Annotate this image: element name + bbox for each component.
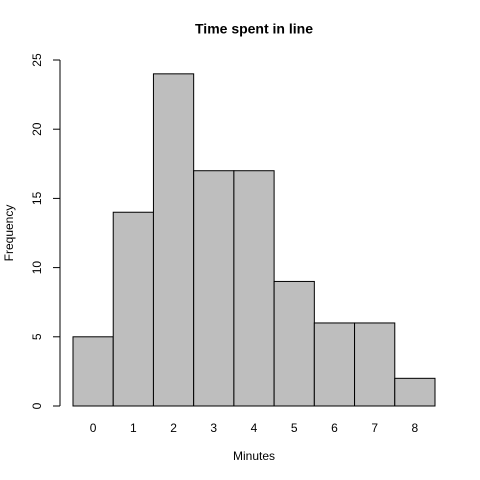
x-tick-label: 3 [210, 421, 217, 435]
y-tick-label: 5 [30, 333, 44, 340]
x-tick-label: 7 [371, 421, 378, 435]
x-tick-label: 5 [291, 421, 298, 435]
y-tick-label: 0 [30, 402, 44, 409]
x-tick-label: 8 [412, 421, 419, 435]
y-tick-label: 20 [30, 122, 44, 136]
x-tick-label: 6 [331, 421, 338, 435]
bar [394, 377, 436, 407]
bar [273, 280, 315, 407]
bar [72, 336, 114, 407]
y-tick-label: 25 [30, 53, 44, 67]
x-axis-label: Minutes [233, 449, 275, 463]
bar [313, 322, 356, 407]
x-tick-label: 0 [90, 421, 97, 435]
y-axis-label: Frequency [2, 205, 16, 262]
x-tick-label: 2 [170, 421, 177, 435]
bar [233, 170, 275, 407]
chart-title: Time spent in line [195, 21, 313, 37]
y-tick-label: 10 [30, 261, 44, 275]
bar [193, 170, 235, 407]
bar [112, 211, 154, 407]
bar [354, 322, 396, 407]
y-tick-label: 15 [30, 191, 44, 205]
x-tick-label: 4 [251, 421, 258, 435]
x-tick-label: 1 [130, 421, 137, 435]
bar [152, 73, 195, 407]
